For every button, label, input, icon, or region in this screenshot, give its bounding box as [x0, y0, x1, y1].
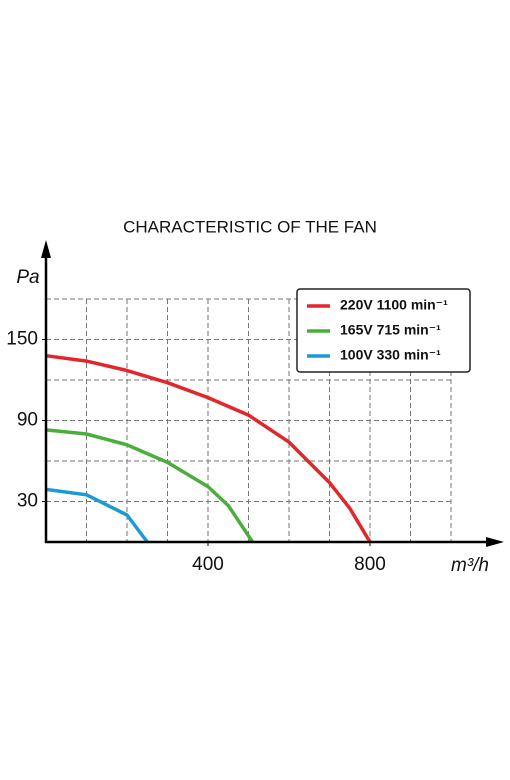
legend-label: 220V 1100 min⁻¹	[340, 297, 448, 313]
x-tick-label: 800	[354, 554, 386, 575]
y-arrow	[41, 240, 51, 258]
y-tick-label: 150	[6, 329, 38, 350]
curves	[45, 353, 372, 544]
fan-curve	[45, 428, 255, 543]
x-axis-label: m³/h	[451, 555, 489, 576]
y-tick-label: 30	[17, 491, 38, 512]
x-tick-label: 400	[192, 554, 224, 575]
legend-label: 100V 330 min⁻¹	[340, 347, 441, 363]
legend-box	[296, 288, 471, 373]
y-tick-label: 90	[17, 410, 38, 431]
chart-title: CHARACTERISTIC OF THE FAN	[123, 217, 377, 236]
fan-curve	[45, 487, 149, 544]
fan-curve	[45, 353, 372, 543]
legend-label: 165V 715 min⁻¹	[340, 322, 441, 338]
x-arrow	[486, 537, 504, 547]
y-axis-label: Pa	[16, 267, 39, 288]
grid	[46, 298, 452, 542]
